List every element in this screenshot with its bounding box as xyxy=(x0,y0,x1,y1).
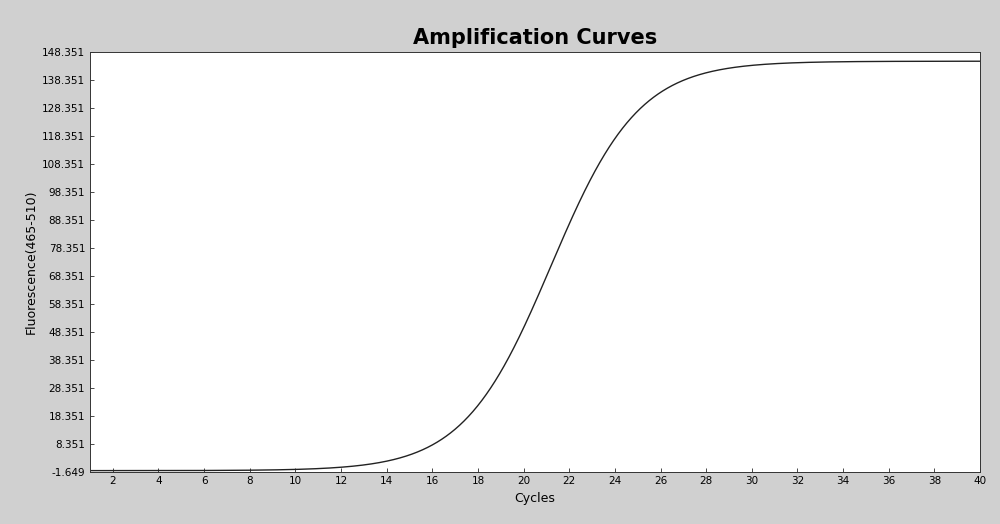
Y-axis label: Fluorescence(465-510): Fluorescence(465-510) xyxy=(25,190,38,334)
X-axis label: Cycles: Cycles xyxy=(515,492,555,505)
Title: Amplification Curves: Amplification Curves xyxy=(413,28,657,48)
